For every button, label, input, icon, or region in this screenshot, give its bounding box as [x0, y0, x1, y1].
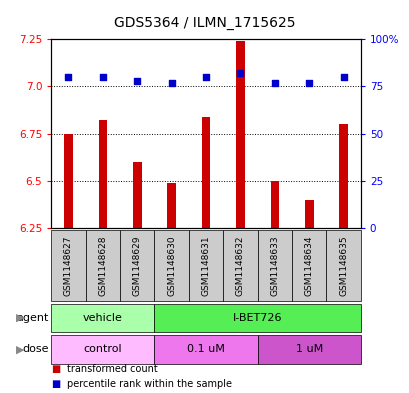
Bar: [98, 120, 107, 228]
Point: [236, 70, 243, 76]
Text: GSM1148627: GSM1148627: [64, 235, 73, 296]
Point: [202, 74, 209, 80]
Bar: [270, 181, 279, 228]
Text: GSM1148633: GSM1148633: [270, 235, 279, 296]
Text: ▶: ▶: [16, 344, 25, 354]
Text: dose: dose: [22, 344, 49, 354]
Text: vehicle: vehicle: [83, 313, 122, 323]
Bar: [236, 41, 244, 228]
Bar: [133, 162, 141, 228]
Text: ■: ■: [51, 378, 61, 389]
Point: [339, 74, 346, 80]
Point: [168, 79, 175, 86]
Text: ▶: ▶: [16, 313, 25, 323]
Text: transformed count: transformed count: [67, 364, 157, 374]
Bar: [304, 200, 313, 228]
Point: [99, 74, 106, 80]
Text: control: control: [83, 344, 122, 354]
Text: I-BET726: I-BET726: [232, 313, 282, 323]
Text: ■: ■: [51, 364, 61, 374]
Text: GSM1148628: GSM1148628: [98, 235, 107, 296]
Text: GSM1148634: GSM1148634: [304, 235, 313, 296]
Bar: [64, 134, 72, 228]
Text: percentile rank within the sample: percentile rank within the sample: [67, 378, 231, 389]
Point: [65, 74, 72, 80]
Text: 0.1 uM: 0.1 uM: [187, 344, 225, 354]
Point: [134, 78, 140, 84]
Text: GSM1148635: GSM1148635: [338, 235, 347, 296]
Text: GSM1148629: GSM1148629: [133, 235, 142, 296]
Text: 1 uM: 1 uM: [295, 344, 322, 354]
Point: [305, 79, 312, 86]
Bar: [201, 117, 210, 228]
Text: agent: agent: [17, 313, 49, 323]
Text: GDS5364 / ILMN_1715625: GDS5364 / ILMN_1715625: [114, 16, 295, 30]
Text: GSM1148632: GSM1148632: [235, 235, 244, 296]
Text: GSM1148630: GSM1148630: [167, 235, 176, 296]
Bar: [339, 124, 347, 228]
Point: [271, 79, 277, 86]
Text: GSM1148631: GSM1148631: [201, 235, 210, 296]
Bar: [167, 183, 175, 228]
